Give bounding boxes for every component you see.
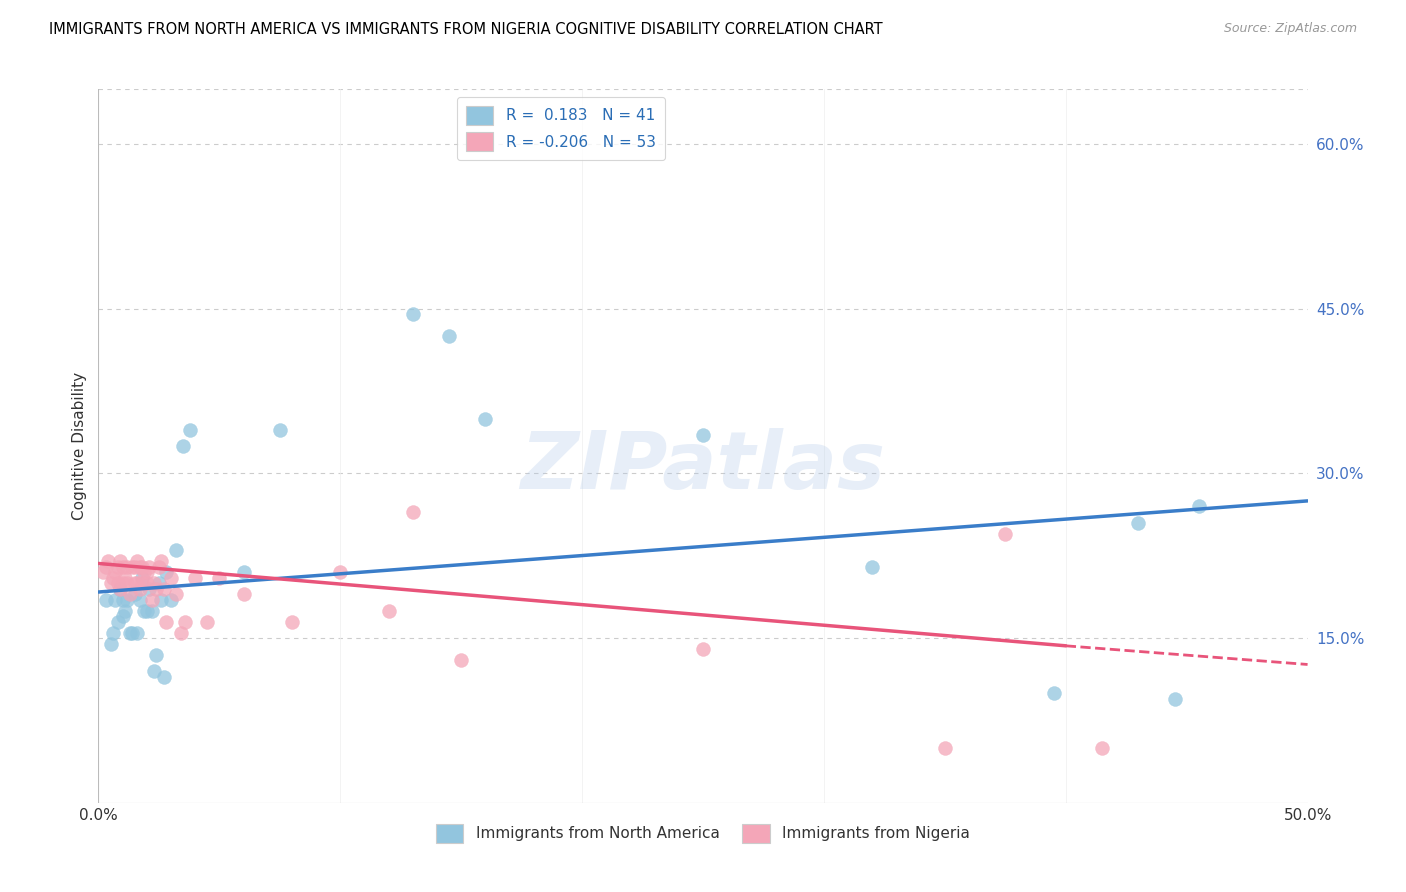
Point [114,604,136,618]
Point [134,566,156,580]
Point [155,615,177,629]
Point [172,439,194,453]
Point [329,566,352,580]
Point [150,592,173,607]
Point [111,592,134,607]
Point [184,571,207,585]
Point [474,411,496,425]
Point [101,625,124,640]
Point [135,604,157,618]
Y-axis label: Cognitive Disability: Cognitive Disability [72,372,87,520]
Point [124,576,146,591]
Point [402,307,425,321]
Point [117,592,139,607]
Point [128,559,150,574]
Point [135,576,157,591]
Point [124,559,146,574]
Point [127,554,149,568]
Point [232,587,254,601]
Point [155,566,177,580]
Point [160,571,183,585]
Point [138,582,160,596]
Point [152,669,174,683]
Point [143,576,166,591]
Point [148,559,170,574]
Point [1042,686,1064,700]
Point [128,582,150,596]
Point [450,653,472,667]
Point [160,592,183,607]
Point [131,559,153,574]
Point [135,566,157,580]
Point [165,587,187,601]
Point [1128,516,1150,530]
Point [1163,691,1185,706]
Point [108,554,131,568]
Point [117,559,139,574]
Point [94,592,117,607]
Point [232,566,254,580]
Legend: Immigrants from North America, Immigrants from Nigeria: Immigrants from North America, Immigrant… [430,818,976,848]
Point [208,571,231,585]
Text: IMMIGRANTS FROM NORTH AMERICA VS IMMIGRANTS FROM NIGERIA COGNITIVE DISABILITY CO: IMMIGRANTS FROM NORTH AMERICA VS IMMIGRA… [49,22,883,37]
Point [128,592,150,607]
Point [994,526,1017,541]
Point [114,571,136,585]
Point [165,543,187,558]
Point [437,329,460,343]
Point [94,559,117,574]
Point [169,625,191,640]
Point [111,559,134,574]
Point [138,559,160,574]
Point [377,604,399,618]
Point [108,582,131,596]
Point [121,625,143,640]
Point [179,423,201,437]
Text: Source: ZipAtlas.com: Source: ZipAtlas.com [1223,22,1357,36]
Point [124,587,146,601]
Point [195,615,218,629]
Point [269,423,291,437]
Point [152,582,174,596]
Point [117,576,139,591]
Point [131,571,153,585]
Point [141,592,163,607]
Point [145,582,167,596]
Point [107,576,129,591]
Point [108,582,131,596]
Point [281,615,304,629]
Point [692,642,714,657]
Point [118,625,141,640]
Point [100,637,122,651]
Point [127,576,149,591]
Text: ZIPatlas: ZIPatlas [520,428,886,507]
Point [111,576,134,591]
Point [860,559,883,574]
Point [141,604,163,618]
Point [127,625,149,640]
Point [1091,740,1114,755]
Point [111,609,134,624]
Point [104,592,127,607]
Point [174,615,197,629]
Point [145,648,167,662]
Point [107,615,129,629]
Point [97,554,120,568]
Point [101,571,124,585]
Point [104,566,127,580]
Point [692,428,714,442]
Point [143,664,166,678]
Point [121,559,143,574]
Point [91,566,114,580]
Point [1188,500,1211,514]
Point [150,554,173,568]
Point [131,576,153,591]
Point [402,505,425,519]
Point [148,576,170,591]
Point [107,559,129,574]
Point [100,576,122,591]
Point [934,740,956,755]
Point [134,604,156,618]
Point [118,587,141,601]
